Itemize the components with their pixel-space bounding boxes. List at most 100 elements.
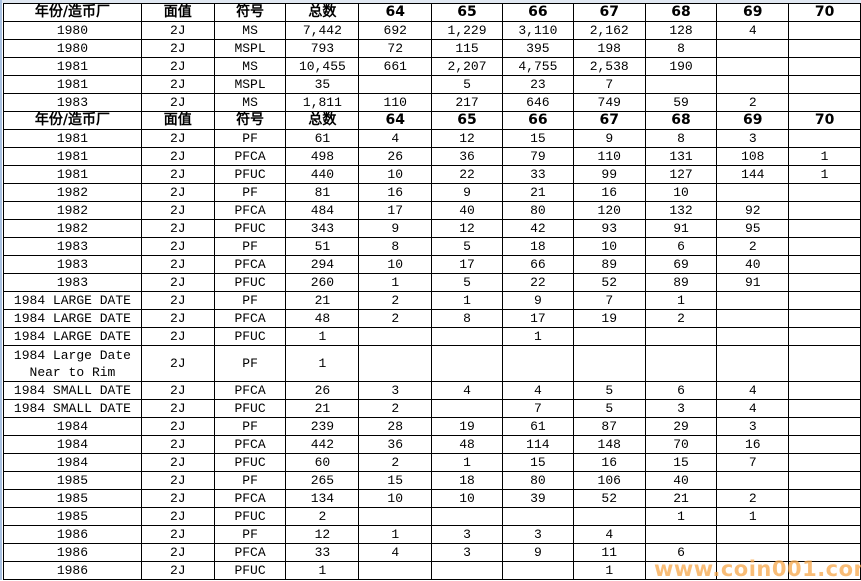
cell-grade-65 [431,327,503,346]
cell-year: 1985 [3,471,142,490]
cell-grade-65: 19 [431,417,503,436]
cell-year: 1986 [3,543,142,562]
cell-grade-67: 16 [572,453,646,472]
cell-grade-64: 2 [358,309,433,328]
table-row: 1981 2J PF 61 4 12 15 9 8 3 [3,129,861,148]
table-row: 1985 2J PFUC 2 1 1 [3,507,861,526]
header-denomination: 面值 [140,3,215,22]
cell-grade-70 [788,525,861,544]
cell-designation: PFCA [213,147,287,166]
cell-grade-65: 115 [431,39,503,58]
cell-grade-67: 99 [572,165,646,184]
cell-designation: PF [213,129,287,148]
cell-total: 51 [285,237,360,256]
header-grade-64: 64 [358,111,433,130]
cell-grade-68: 190 [644,57,718,76]
cell-grade-67 [572,345,646,382]
cell-grade-69 [716,75,790,94]
cell-year: 1983 [3,255,142,274]
cell-grade-69: 3 [716,417,790,436]
cell-grade-65 [431,561,503,580]
cell-denomination: 2J [140,255,215,274]
header-year: 年份/造币厂 [3,3,142,22]
cell-grade-64 [358,345,433,382]
cell-total: 239 [285,417,360,436]
cell-grade-67: 120 [572,201,646,220]
cell-designation: PF [213,237,287,256]
header-grade-67: 67 [572,3,646,22]
table-row: 1982 2J PFCA 484 17 40 80 120 132 92 [3,201,861,220]
cell-total: 21 [285,399,360,418]
cell-grade-66: 79 [501,147,574,166]
cell-denomination: 2J [140,345,215,382]
cell-grade-69: 2 [716,93,790,112]
cell-grade-66: 1 [501,327,574,346]
cell-grade-65: 40 [431,201,503,220]
cell-total: 1 [285,327,360,346]
cell-designation: MS [213,21,287,40]
cell-grade-69 [716,309,790,328]
table-row: 1982 2J PF 81 16 9 21 16 10 [3,183,861,202]
cell-total: 1 [285,561,360,580]
cell-grade-64: 692 [358,21,433,40]
cell-grade-69 [716,57,790,76]
cell-denomination: 2J [140,525,215,544]
cell-grade-64: 2 [358,291,433,310]
cell-grade-70 [788,381,861,400]
cell-total: 2 [285,507,360,526]
cell-grade-68: 15 [644,453,718,472]
cell-grade-64: 4 [358,543,433,562]
cell-grade-70 [788,183,861,202]
cell-grade-66: 66 [501,255,574,274]
cell-designation: PF [213,525,287,544]
cell-grade-68: 131 [644,147,718,166]
cell-grade-64: 28 [358,417,433,436]
cell-grade-70 [788,327,861,346]
cell-grade-66: 7 [501,399,574,418]
cell-grade-68: 21 [644,489,718,508]
cell-designation: PFUC [213,561,287,580]
cell-grade-64: 9 [358,219,433,238]
cell-grade-69: 92 [716,201,790,220]
cell-grade-69: 3 [716,129,790,148]
cell-total: 265 [285,471,360,490]
cell-total: 26 [285,381,360,400]
cell-denomination: 2J [140,21,215,40]
cell-grade-69: 2 [716,237,790,256]
cell-grade-68: 6 [644,237,718,256]
cell-grade-66: 4 [501,381,574,400]
cell-grade-67: 11 [572,543,646,562]
cell-grade-67 [572,327,646,346]
cell-designation: MSPL [213,39,287,58]
cell-year: 1982 [3,219,142,238]
cell-grade-66 [501,561,574,580]
cell-year: 1981 [3,75,142,94]
cell-denomination: 2J [140,201,215,220]
cell-grade-68: 127 [644,165,718,184]
cell-grade-70 [788,93,861,112]
cell-year: 1984 [3,435,142,454]
header-grade-70: 70 [788,3,861,22]
table-row: 1983 2J PFUC 260 1 5 22 52 89 91 [3,273,861,292]
cell-grade-69: 144 [716,165,790,184]
cell-grade-69: 1 [716,507,790,526]
cell-denomination: 2J [140,147,215,166]
header-year: 年份/造币厂 [3,111,142,130]
table-row: 1984 2J PF 239 28 19 61 87 29 3 [3,417,861,436]
cell-total: 33 [285,543,360,562]
cell-grade-66: 33 [501,165,574,184]
cell-grade-66 [501,507,574,526]
header-grade-66: 66 [501,3,574,22]
cell-grade-64: 8 [358,237,433,256]
cell-grade-69: 40 [716,255,790,274]
cell-grade-68: 8 [644,39,718,58]
cell-grade-69: 4 [716,399,790,418]
cell-grade-64 [358,561,433,580]
cell-grade-65: 10 [431,489,503,508]
cell-denomination: 2J [140,39,215,58]
cell-grade-68: 8 [644,129,718,148]
cell-grade-64: 10 [358,255,433,274]
cell-year: 1984 [3,453,142,472]
cell-grade-70 [788,291,861,310]
cell-grade-70 [788,273,861,292]
